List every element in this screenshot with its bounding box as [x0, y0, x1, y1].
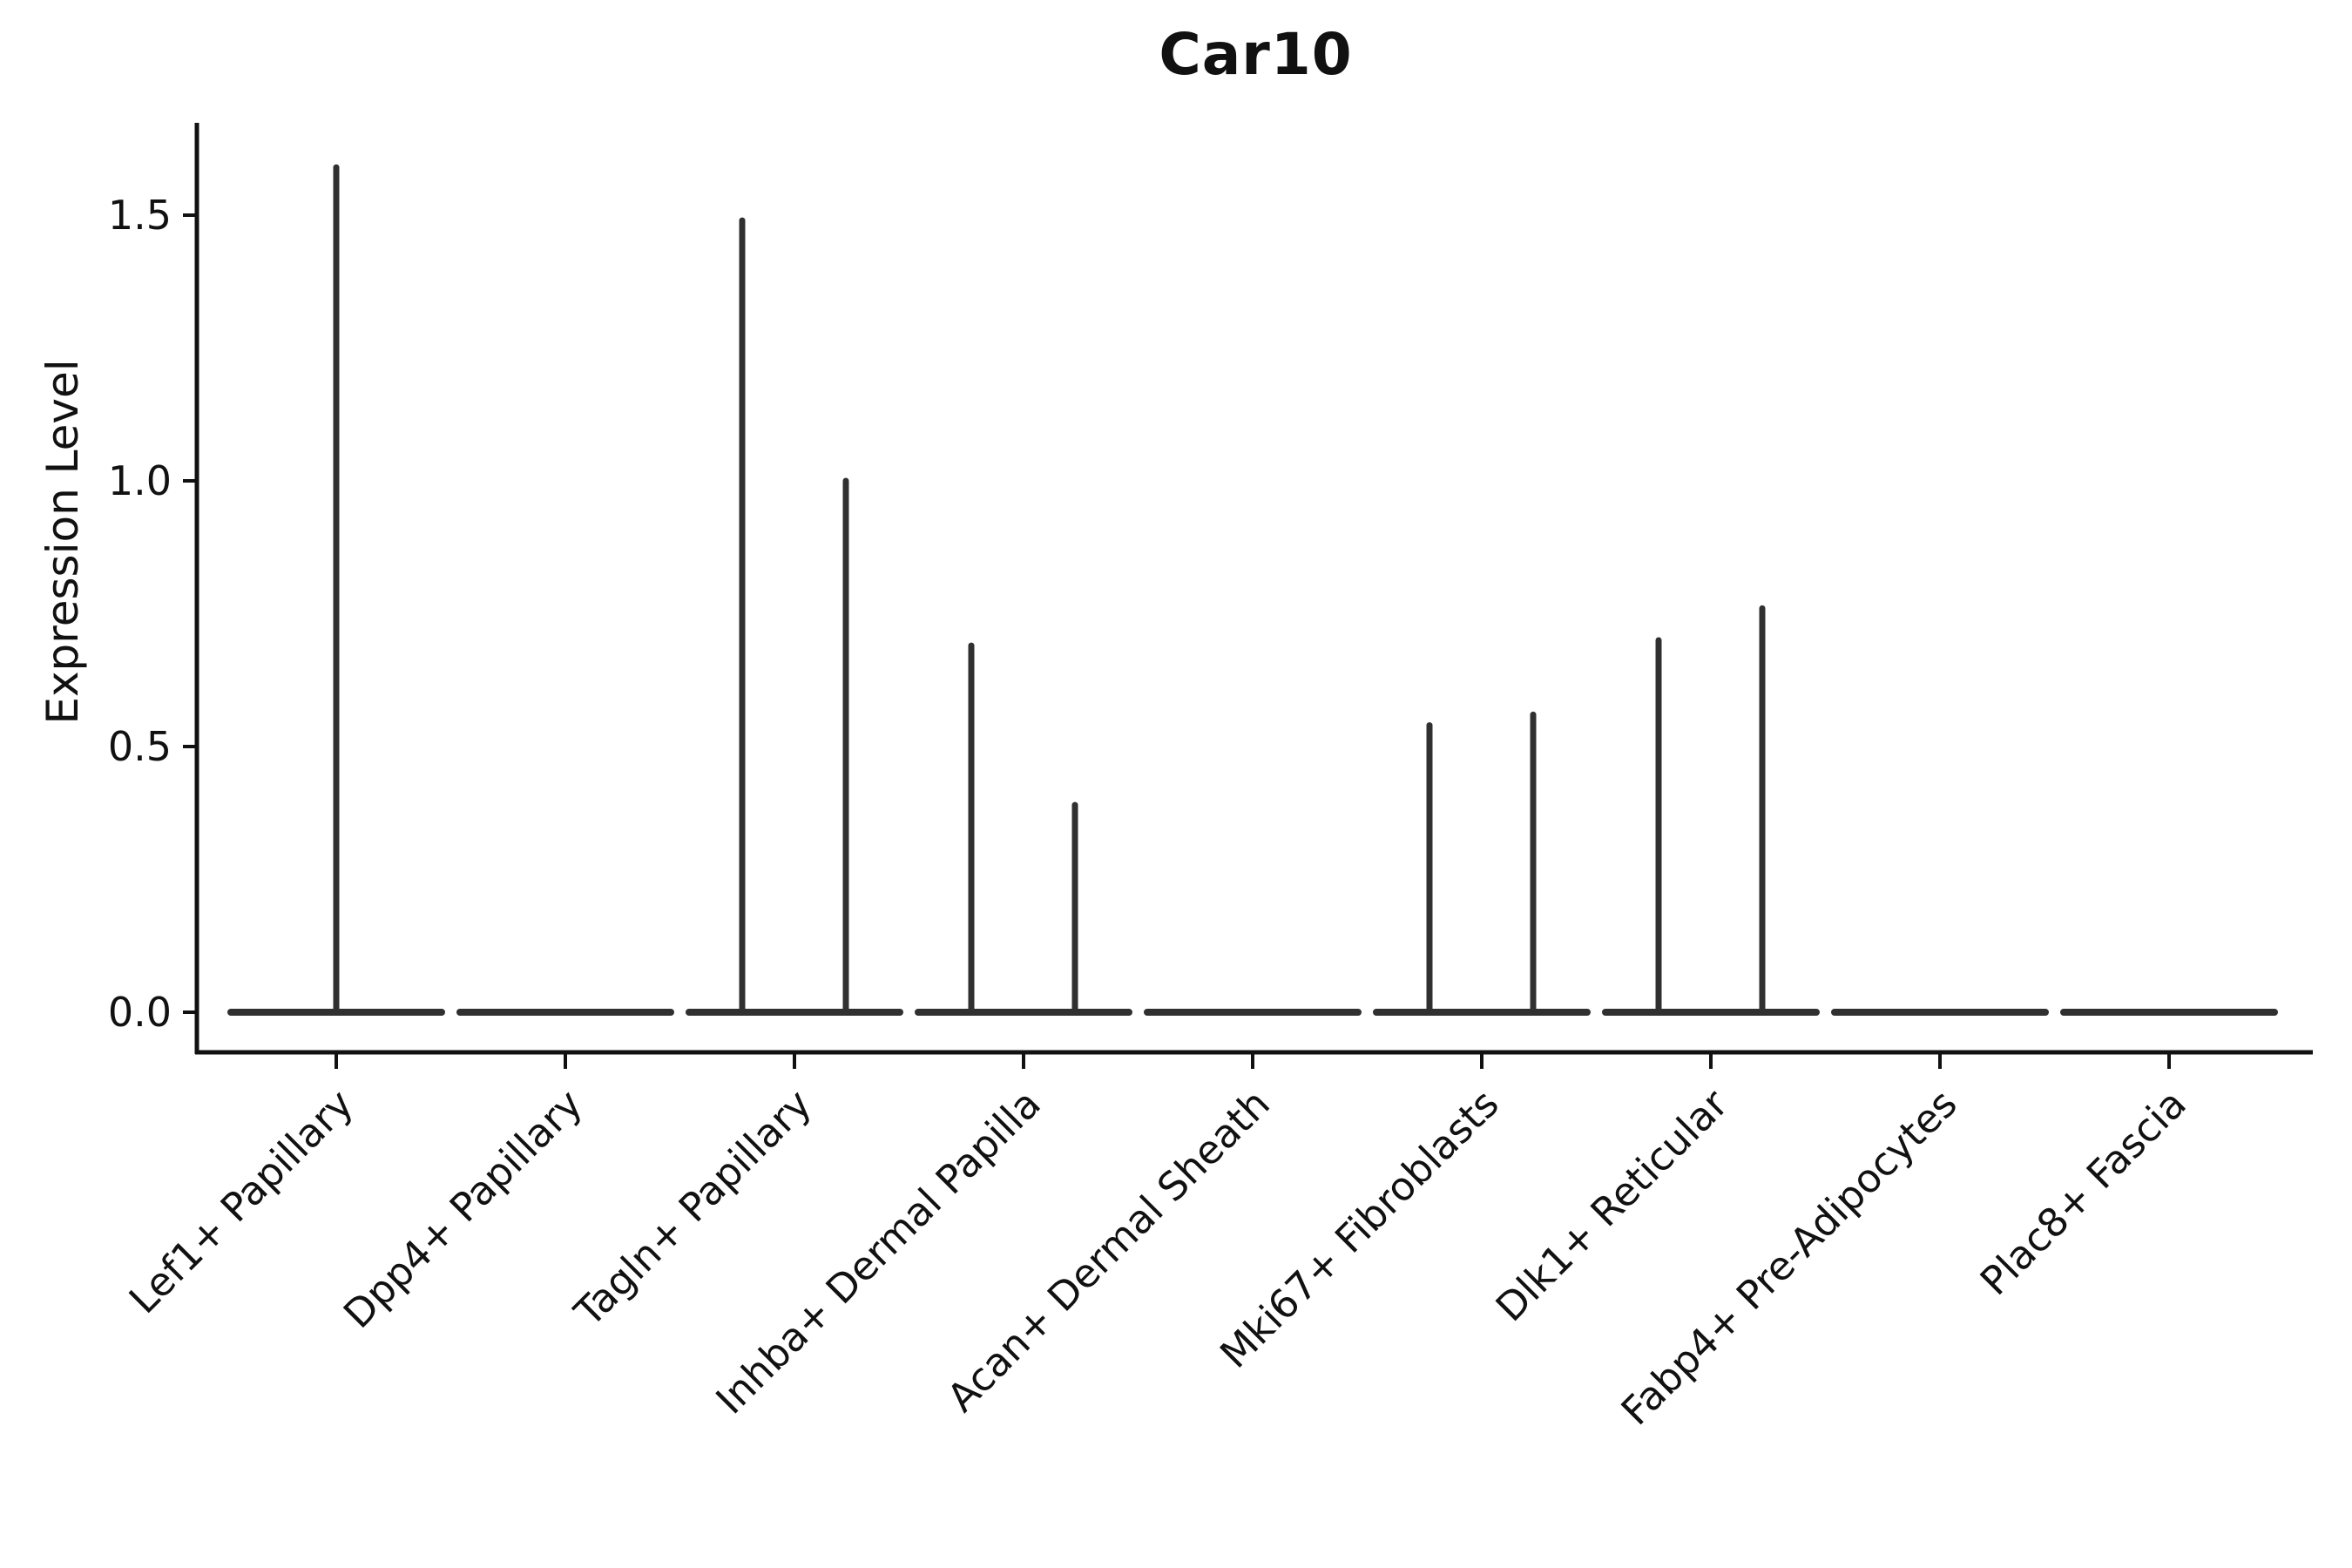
x-tick-label: Tagln+ Papillary — [565, 1080, 821, 1335]
y-tick-label: 1.0 — [108, 457, 172, 504]
y-tick-label: 0.5 — [108, 723, 172, 770]
y-tick-label: 1.5 — [108, 192, 172, 239]
y-tick-label: 0.0 — [108, 989, 172, 1036]
x-tick-label: Plac8+ Fascia — [1971, 1080, 2195, 1304]
x-tick-label: Lef1+ Papillary — [120, 1080, 362, 1322]
chart-title: Car10 — [1159, 21, 1353, 88]
x-tick-label: Dpp4+ Papillary — [335, 1080, 591, 1337]
x-tick-label: Dlk1+ Reticular — [1487, 1080, 1737, 1330]
